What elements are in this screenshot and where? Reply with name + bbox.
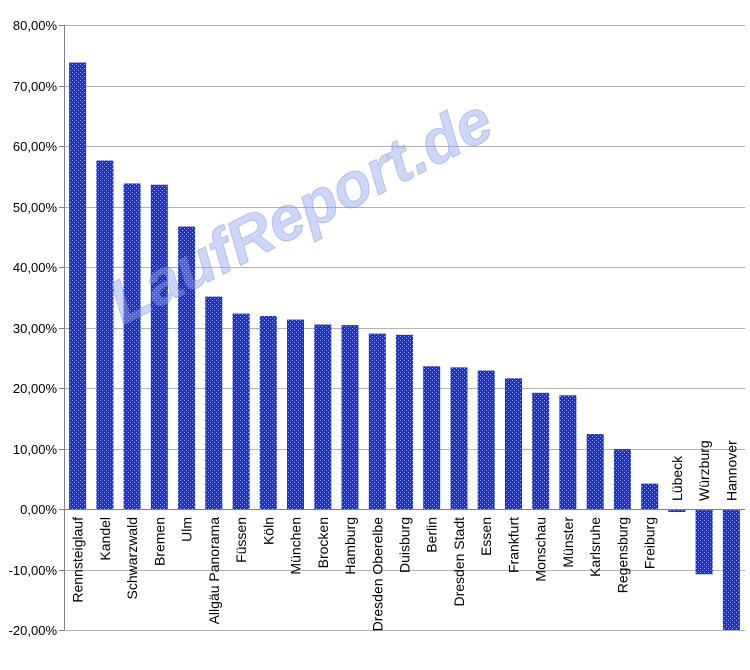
bar <box>96 160 114 509</box>
y-tick-label: 40,00% <box>13 260 58 275</box>
category-label: Allgäu Panorama <box>206 517 222 625</box>
category-label: Münster <box>560 517 576 568</box>
y-tick-label: -10,00% <box>9 563 58 578</box>
category-label: Monschau <box>533 517 549 582</box>
category-label: Rennsteiglauf <box>70 517 86 603</box>
category-label: Hamburg <box>342 517 358 575</box>
category-label: Berlin <box>424 517 440 553</box>
category-label: Kandel <box>97 517 113 561</box>
y-tick-labels: -20,00% -10,00% 0,00% 10,00% 20,00% 30,00% 40,… <box>9 18 58 638</box>
category-label: Köln <box>260 517 276 545</box>
category-label: Schwarzwald <box>124 517 140 599</box>
category-label: Lübeck <box>669 455 685 501</box>
y-tick-label: 70,00% <box>13 79 58 94</box>
y-tick-label: 10,00% <box>13 442 58 457</box>
bar <box>450 367 468 509</box>
bar <box>396 334 413 509</box>
bar <box>722 509 740 630</box>
category-label: Regensburg <box>614 517 630 593</box>
bar <box>150 184 168 509</box>
bar <box>613 449 631 509</box>
category-label: Dresden Oberelbe <box>369 517 385 632</box>
y-tick-label: 50,00% <box>13 200 58 215</box>
bar <box>532 392 550 509</box>
bar <box>205 296 223 509</box>
bar <box>423 366 441 509</box>
bar <box>259 316 277 509</box>
axes <box>64 25 745 630</box>
y-tick-label: -20,00% <box>9 623 58 638</box>
category-label: München <box>288 517 304 575</box>
category-label: Füssen <box>233 517 249 563</box>
category-label: Essen <box>478 517 494 556</box>
category-label: Hannover <box>723 440 739 501</box>
y-tick-label: 80,00% <box>13 18 58 33</box>
bar <box>178 226 196 509</box>
bar <box>641 483 659 509</box>
category-labels: Rennsteiglauf Kandel Schwarzwald Bremen Ulm A… <box>70 440 740 631</box>
bar <box>232 313 250 509</box>
y-tick-label: 60,00% <box>13 139 58 154</box>
bar <box>341 325 359 509</box>
bar <box>586 434 604 509</box>
category-label: Dresden Stadt <box>451 517 467 607</box>
bar <box>559 395 577 509</box>
category-label: Freiburg <box>642 517 658 569</box>
bar <box>505 378 522 509</box>
bar <box>668 509 686 512</box>
category-label: Ulm <box>179 517 195 542</box>
bar <box>477 370 495 509</box>
bar <box>287 319 304 509</box>
bars <box>69 62 740 630</box>
category-label: Brocken <box>315 517 331 568</box>
y-tick-label: 30,00% <box>13 321 58 336</box>
category-label: Bremen <box>151 517 167 566</box>
bar <box>314 324 332 509</box>
bar <box>123 183 141 509</box>
category-label: Karlsruhe <box>587 517 603 577</box>
bar <box>695 509 713 575</box>
bar <box>368 333 386 509</box>
category-label: Frankfurt <box>506 517 522 573</box>
y-tick-label: 0,00% <box>20 502 57 517</box>
y-tick-label: 20,00% <box>13 381 58 396</box>
category-label: Würzburg <box>696 440 712 501</box>
bar <box>69 62 87 509</box>
category-label: Duisburg <box>397 517 413 573</box>
